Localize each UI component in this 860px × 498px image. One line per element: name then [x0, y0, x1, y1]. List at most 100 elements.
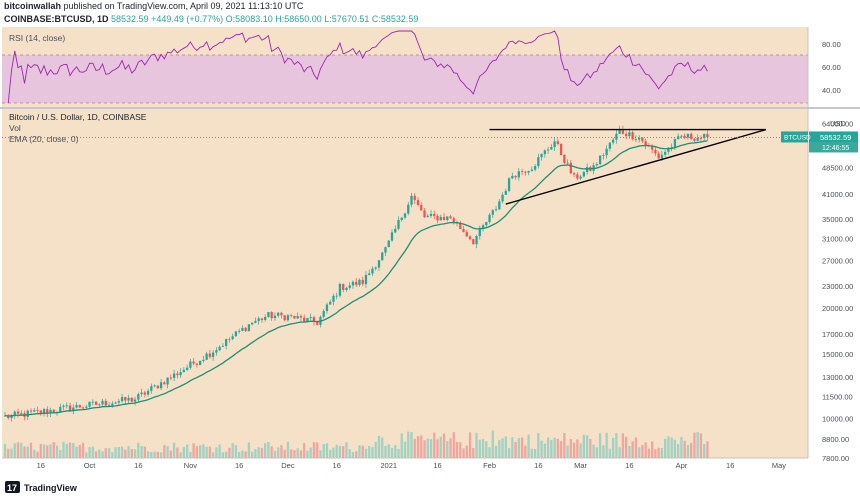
volume-bar	[537, 433, 540, 458]
tradingview-logo[interactable]: 17 TradingView	[5, 481, 78, 493]
candle-body	[673, 139, 677, 147]
time-tick: 16	[534, 461, 542, 470]
time-tick: 16	[726, 461, 734, 470]
volume-bar	[371, 447, 374, 458]
volume-bar	[540, 440, 543, 458]
volume-bar	[654, 449, 657, 458]
volume-bar	[169, 450, 173, 458]
volume-bar	[23, 446, 26, 458]
volume-bar	[42, 444, 46, 458]
volume-bar	[664, 438, 667, 458]
logo-icon	[5, 481, 20, 493]
candle-body	[446, 216, 449, 220]
volume-bar	[192, 443, 195, 458]
volume-bar	[426, 438, 429, 458]
volume-bar	[241, 450, 244, 458]
volume-bar	[442, 433, 446, 458]
volume-bar	[686, 445, 690, 458]
volume-bar	[507, 448, 511, 458]
volume-bar	[621, 433, 625, 458]
candle-body	[215, 350, 218, 353]
candle-body	[351, 281, 355, 286]
volume-bar	[312, 442, 316, 458]
volume-bar	[208, 446, 212, 458]
candle-body	[192, 361, 195, 364]
candle-body	[251, 322, 254, 325]
last-price: 58532.59	[111, 14, 149, 24]
symbol-label[interactable]: COINBASE:BTCUSD, 1D	[4, 14, 109, 24]
volume-bar	[127, 445, 130, 458]
volume-bar	[16, 442, 20, 458]
volume-bar	[413, 438, 416, 458]
volume-bar	[647, 448, 651, 458]
price-tick: 64000.00	[822, 119, 853, 128]
volume-bar	[433, 432, 436, 458]
volume-bar	[579, 443, 582, 458]
candle-body	[485, 221, 488, 226]
volume-bar	[683, 440, 686, 458]
time-axis: 16 Oct 16 Nov 16 Dec 16 2021 16 Feb 16 Mar 16 Apr 16 Ma…	[37, 461, 787, 470]
candle-body	[651, 145, 654, 150]
candle-body	[316, 321, 319, 325]
candle-body	[179, 372, 182, 376]
candle-body	[537, 157, 540, 167]
candle-body	[598, 155, 602, 165]
volume-bar	[62, 441, 65, 458]
candle-body	[299, 315, 303, 318]
candle-body	[624, 133, 628, 137]
volume-bar	[36, 451, 39, 458]
candle-body	[410, 195, 413, 205]
candle-body	[361, 279, 364, 285]
candle-body	[309, 317, 312, 319]
candle-body	[137, 394, 140, 400]
time-tick: 16	[37, 461, 45, 470]
volume-bar	[221, 452, 225, 458]
volume-bar	[20, 442, 23, 458]
candle-body	[348, 285, 351, 288]
candle-body	[195, 363, 199, 365]
candle-body	[166, 377, 169, 385]
volume-bar	[137, 442, 140, 458]
volume-bar	[153, 451, 156, 458]
candle-body	[413, 195, 416, 201]
ema-line	[4, 140, 708, 417]
volume-bar	[335, 444, 338, 458]
volume-bar	[163, 445, 166, 458]
author-name[interactable]: bitcoinwallah	[4, 1, 62, 11]
candle-body	[189, 361, 192, 368]
volume-bar	[455, 441, 459, 458]
volume-bar	[159, 452, 163, 458]
volume-bar	[498, 439, 501, 458]
candle-body	[247, 324, 251, 331]
volume-bar	[696, 432, 699, 458]
volume-bar	[189, 451, 192, 458]
candle-body	[706, 133, 709, 138]
volume-bar	[569, 439, 573, 458]
candle-body	[546, 149, 550, 151]
volume-bar	[237, 451, 241, 458]
candle-body	[384, 247, 387, 253]
candle-body	[143, 392, 146, 395]
candle-body	[514, 175, 517, 178]
countdown: 12:46:55	[822, 145, 849, 152]
volume-bar	[280, 445, 283, 458]
volume-bar	[156, 451, 159, 458]
candle-body	[208, 353, 212, 357]
volume-bar	[75, 446, 78, 458]
candle-body	[114, 402, 117, 404]
volume-bar	[595, 447, 599, 458]
volume-bar	[673, 439, 677, 458]
candle-body	[631, 132, 634, 140]
volume-bar	[72, 442, 75, 458]
candle-body	[91, 401, 94, 403]
volume-bar	[309, 447, 312, 458]
candle-body	[52, 409, 55, 413]
volume-bar	[472, 447, 475, 458]
candle-body	[530, 169, 533, 172]
volume-bar	[26, 446, 29, 458]
volume-bar	[423, 440, 426, 458]
candle-body	[101, 400, 104, 405]
candle-body	[683, 135, 686, 138]
price-tick: 23000.00	[822, 282, 853, 291]
